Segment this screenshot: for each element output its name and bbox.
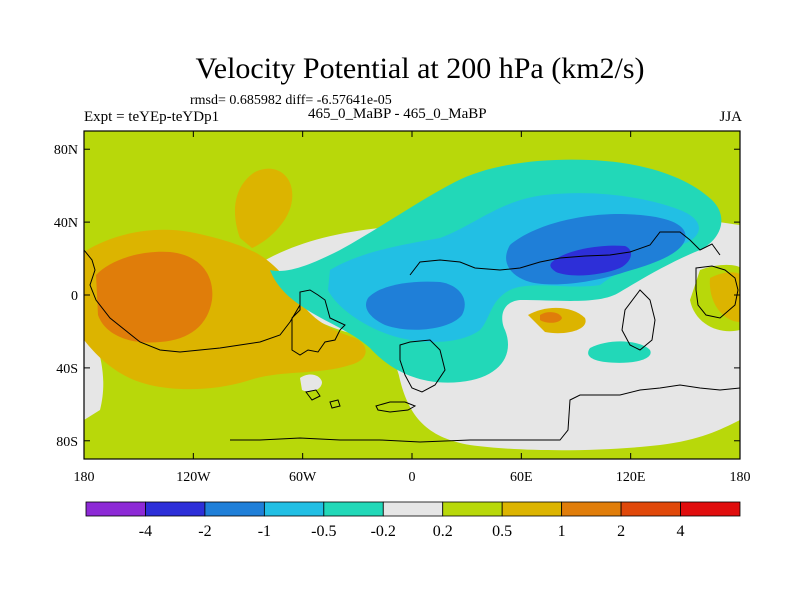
- colorbar-swatch: [382, 501, 444, 517]
- colorbar-label: 4: [677, 523, 685, 540]
- colorbar-label: -2: [198, 523, 211, 540]
- colorbar-label: 2: [617, 523, 625, 540]
- colorbar-swatch: [323, 501, 384, 517]
- x-tick-label: 0: [409, 470, 416, 485]
- field-negative-2: [550, 245, 632, 276]
- colorbar-swatch: [204, 501, 265, 517]
- y-tick-label: 40S: [56, 362, 78, 377]
- outline-antarctica: [230, 384, 740, 443]
- y-tick-label: 80S: [56, 435, 78, 450]
- y-tick-label: 40N: [54, 216, 78, 231]
- field-positive-indian-3: [709, 272, 740, 322]
- x-tick-label: 60E: [510, 470, 533, 485]
- stats-label: rmsd= 0.685982 diff= -6.57641e-05: [190, 93, 392, 108]
- colorbar-swatch: [501, 501, 563, 517]
- season-label: JJA: [719, 109, 742, 125]
- colorbar-label: -0.2: [371, 523, 396, 540]
- field-positive-1: [96, 251, 213, 343]
- x-tick-label: 60W: [289, 470, 317, 485]
- outline-greenland: [375, 401, 417, 413]
- outline-se-asia: [621, 289, 656, 351]
- continent-outlines: [84, 231, 740, 443]
- field-negative-0.2-sio: [588, 341, 651, 363]
- x-axis: 180 120W 60W 0 60E 120E 180: [74, 131, 751, 485]
- colorbar-label: 0.2: [433, 523, 453, 540]
- x-tick-label: 120E: [616, 470, 646, 485]
- colorbar-swatch: [680, 501, 741, 517]
- colorbar-label: 1: [558, 523, 566, 540]
- colorbar-swatch: [442, 501, 503, 517]
- y-tick-label: 0: [71, 289, 78, 304]
- colorbar: -4 -2 -1 -0.5 -0.2 0.2 0.5 1 2 4: [85, 501, 741, 540]
- colorbar-swatch: [620, 501, 681, 517]
- x-tick-label: 120W: [176, 470, 211, 485]
- field-negative-1: [365, 281, 465, 330]
- colorbar-label: -1: [258, 523, 271, 540]
- outline-australia: [695, 265, 739, 319]
- colorbar-swatch: [561, 501, 622, 517]
- colorbar-swatch: [145, 501, 206, 517]
- field-positive-1-small: [540, 312, 562, 323]
- colorbar-swatch: [263, 501, 325, 517]
- outline-islands: [305, 389, 341, 409]
- field-positive-0.5-north: [235, 168, 293, 248]
- outline-eurasia: [409, 231, 721, 276]
- experiment-label: Expt = teYEp-teYDp1: [84, 109, 220, 125]
- case-label: 465_0_MaBP - 465_0_MaBP: [308, 106, 487, 122]
- y-axis: 80N 40N 0 40S 80S: [54, 143, 740, 450]
- colorbar-label: -0.5: [311, 523, 336, 540]
- y-tick-label: 80N: [54, 143, 78, 158]
- outline-south-america: [291, 289, 346, 356]
- x-tick-label: 180: [74, 470, 95, 485]
- outline-north-america: [84, 249, 301, 353]
- colorbar-label: -4: [139, 523, 152, 540]
- x-tick-label: 180: [730, 470, 751, 485]
- field-near-zero-3: [300, 374, 322, 392]
- colorbar-swatch: [85, 501, 146, 517]
- colorbar-label: 0.5: [492, 523, 512, 540]
- chart-title: Velocity Potential at 200 hPa (km2/s): [195, 52, 645, 85]
- outline-africa: [399, 339, 446, 393]
